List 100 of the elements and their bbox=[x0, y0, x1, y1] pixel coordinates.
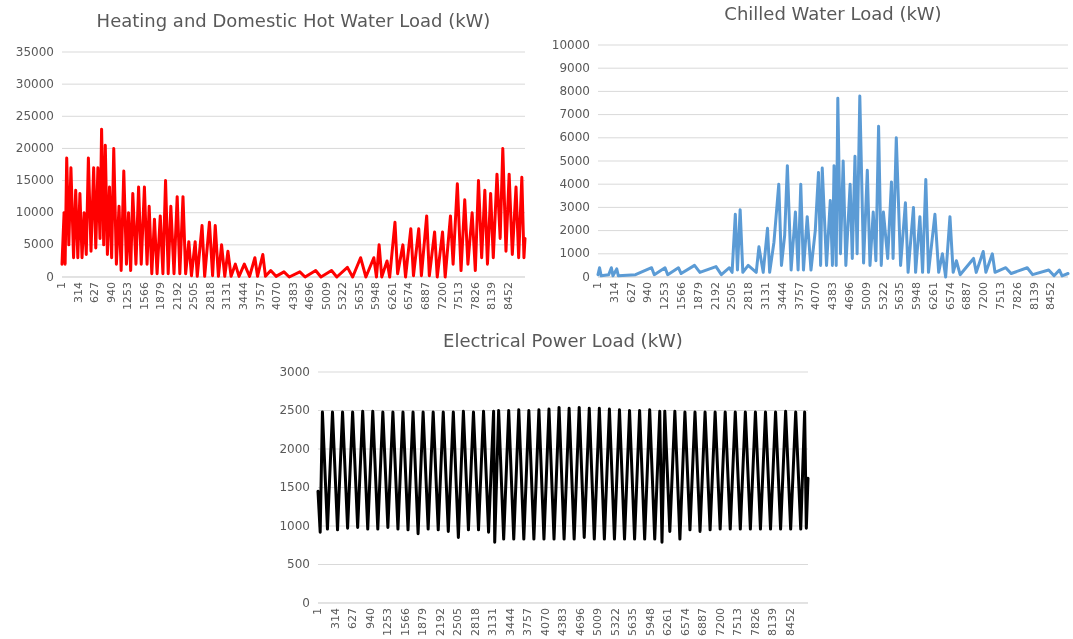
x-tick-label: 1879 bbox=[154, 282, 168, 310]
x-tick-label: 6261 bbox=[661, 608, 675, 636]
x-tick-label: 1 bbox=[591, 282, 604, 289]
x-tick-label: 3131 bbox=[220, 282, 234, 310]
line-series bbox=[316, 405, 810, 544]
x-tick-label: 1879 bbox=[691, 282, 705, 310]
y-tick-label: 7000 bbox=[559, 107, 590, 122]
x-tick-label: 7200 bbox=[977, 282, 991, 310]
x-tick-label: 6574 bbox=[943, 282, 957, 310]
x-tick-label: 8139 bbox=[766, 608, 780, 636]
x-tick-label: 4383 bbox=[826, 282, 840, 310]
x-tick-label: 7513 bbox=[452, 282, 466, 310]
y-tick-label: 15000 bbox=[15, 173, 54, 188]
x-tick-label: 5948 bbox=[643, 608, 657, 636]
x-tick-label: 5948 bbox=[910, 282, 924, 310]
x-tick-label: 5009 bbox=[859, 282, 873, 310]
x-tick-label: 3757 bbox=[521, 608, 535, 636]
x-tick-label: 6887 bbox=[960, 282, 974, 310]
x-tick-label: 7513 bbox=[731, 608, 745, 636]
x-tick-label: 314 bbox=[71, 282, 85, 303]
x-tick-label: 6261 bbox=[385, 282, 399, 310]
y-tick-label: 25000 bbox=[15, 108, 54, 123]
x-tick-label: 5009 bbox=[319, 282, 333, 310]
x-tick-label: 2192 bbox=[708, 282, 722, 310]
y-tick-label: 2500 bbox=[279, 403, 310, 417]
x-tick-label: 2505 bbox=[725, 282, 739, 310]
x-tick-label: 6261 bbox=[926, 282, 940, 310]
x-tick-label: 1879 bbox=[416, 608, 430, 636]
y-tick-label: 35000 bbox=[15, 44, 54, 59]
x-tick-label: 5635 bbox=[626, 608, 640, 636]
x-tick-label: 4696 bbox=[573, 608, 587, 636]
x-tick-label: 7513 bbox=[994, 282, 1008, 310]
x-tick-label: 2505 bbox=[451, 608, 465, 636]
x-tick-label: 5322 bbox=[608, 608, 622, 636]
x-tick-label: 3757 bbox=[253, 282, 267, 310]
x-tick-label: 4070 bbox=[809, 282, 823, 310]
x-tick-label: 8139 bbox=[485, 282, 499, 310]
x-tick-label: 4070 bbox=[270, 282, 284, 310]
x-tick-label: 2818 bbox=[468, 608, 482, 636]
x-tick-label: 1 bbox=[55, 282, 68, 289]
x-tick-label: 314 bbox=[607, 282, 621, 303]
y-tick-label: 1000 bbox=[559, 246, 590, 261]
x-tick-label: 1566 bbox=[398, 608, 412, 636]
x-tick-label: 6574 bbox=[678, 608, 692, 636]
y-tick-label: 20000 bbox=[15, 140, 54, 155]
x-tick-label: 4696 bbox=[303, 282, 317, 310]
y-tick-label: 0 bbox=[302, 595, 310, 610]
y-tick-label: 5000 bbox=[559, 153, 590, 168]
x-tick-label: 7826 bbox=[748, 608, 762, 636]
x-tick-label: 3757 bbox=[792, 282, 806, 310]
x-tick-label: 1 bbox=[311, 608, 324, 615]
x-tick-label: 7826 bbox=[468, 282, 482, 310]
x-tick-label: 5322 bbox=[876, 282, 890, 310]
y-tick-label: 9000 bbox=[559, 60, 590, 75]
y-tick-label: 10000 bbox=[15, 205, 54, 220]
x-tick-label: 2818 bbox=[203, 282, 217, 310]
y-tick-label: 3000 bbox=[559, 199, 590, 214]
x-tick-label: 5009 bbox=[591, 608, 605, 636]
x-tick-label: 940 bbox=[104, 282, 118, 303]
x-tick-label: 2192 bbox=[170, 282, 184, 310]
y-tick-label: 500 bbox=[287, 557, 310, 571]
x-tick-label: 3444 bbox=[775, 282, 789, 310]
y-tick-label: 30000 bbox=[15, 76, 54, 91]
chart-title: Heating and Domestic Hot Water Load (kW) bbox=[96, 10, 491, 31]
x-tick-label: 3444 bbox=[503, 608, 517, 636]
x-tick-label: 4383 bbox=[286, 282, 300, 310]
x-tick-label: 314 bbox=[328, 608, 342, 629]
x-tick-label: 5635 bbox=[893, 282, 907, 310]
y-tick-label: 8000 bbox=[559, 83, 590, 98]
y-tick-label: 0 bbox=[582, 269, 590, 284]
y-tick-label: 1000 bbox=[279, 518, 310, 533]
x-tick-label: 627 bbox=[88, 282, 102, 303]
chart-title: Electrical Power Load (kW) bbox=[443, 330, 683, 351]
chart-title: Chilled Water Load (kW) bbox=[724, 3, 942, 24]
x-tick-label: 8452 bbox=[501, 282, 515, 310]
line-series bbox=[596, 94, 1070, 279]
x-tick-label: 3131 bbox=[758, 282, 772, 310]
x-tick-label: 940 bbox=[363, 608, 377, 629]
y-tick-label: 6000 bbox=[559, 130, 590, 145]
y-tick-label: 5000 bbox=[23, 237, 54, 252]
y-tick-label: 10000 bbox=[551, 37, 590, 52]
x-tick-label: 7200 bbox=[435, 282, 449, 310]
x-tick-label: 1566 bbox=[674, 282, 688, 310]
x-tick-label: 6887 bbox=[418, 282, 432, 310]
x-tick-label: 940 bbox=[641, 282, 655, 303]
x-tick-label: 1253 bbox=[658, 282, 672, 310]
x-tick-label: 7826 bbox=[1010, 282, 1024, 310]
x-tick-label: 3131 bbox=[486, 608, 500, 636]
x-tick-label: 5948 bbox=[369, 282, 383, 310]
y-tick-label: 2000 bbox=[559, 223, 590, 238]
x-tick-label: 2192 bbox=[433, 608, 447, 636]
y-tick-label: 4000 bbox=[559, 176, 590, 191]
x-tick-label: 8452 bbox=[1044, 282, 1058, 310]
x-tick-label: 7200 bbox=[713, 608, 727, 636]
x-tick-label: 4070 bbox=[538, 608, 552, 636]
x-tick-label: 627 bbox=[346, 608, 360, 629]
x-tick-label: 627 bbox=[624, 282, 638, 303]
x-tick-label: 1253 bbox=[121, 282, 135, 310]
x-tick-label: 2818 bbox=[742, 282, 756, 310]
x-tick-label: 3444 bbox=[237, 282, 250, 310]
